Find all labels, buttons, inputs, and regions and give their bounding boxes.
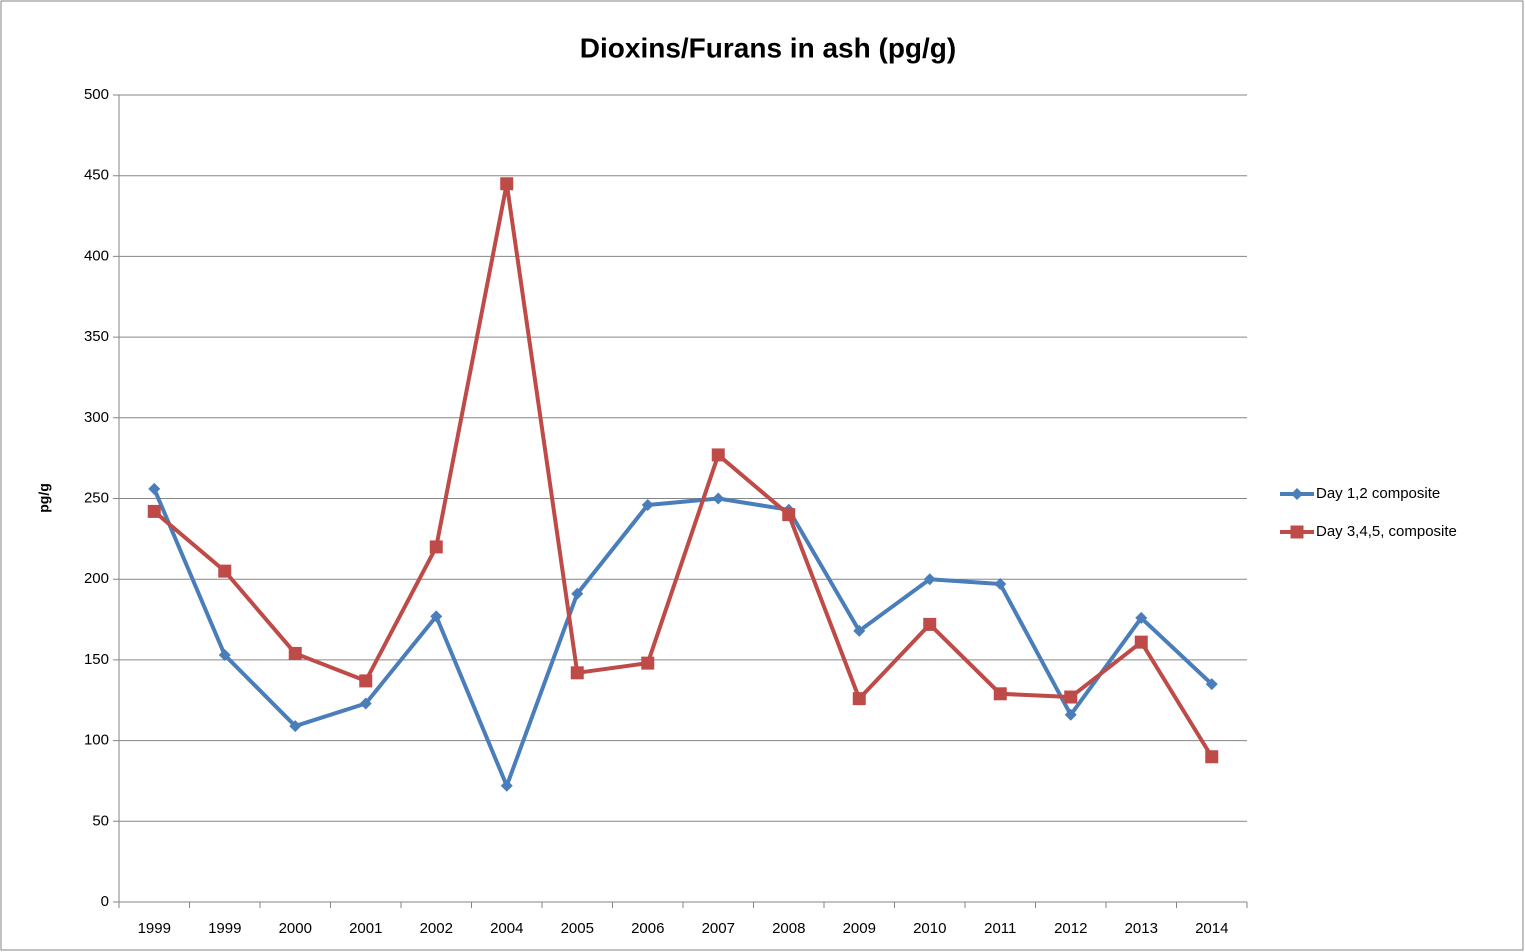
data-point bbox=[359, 674, 373, 688]
y-tick-label: 450 bbox=[84, 167, 109, 184]
x-tick-label: 2005 bbox=[561, 920, 594, 937]
data-point bbox=[1134, 635, 1148, 649]
data-point bbox=[641, 498, 654, 511]
x-tick-label: 2010 bbox=[913, 920, 946, 937]
x-tick-label: 1999 bbox=[138, 920, 171, 937]
chart-title: Dioxins/Furans in ash (pg/g) bbox=[580, 32, 956, 63]
data-point bbox=[993, 687, 1007, 701]
data-point bbox=[1205, 678, 1218, 691]
x-tick-label: 2000 bbox=[279, 920, 312, 937]
x-tick-label: 2013 bbox=[1125, 920, 1158, 937]
x-tick-label: 2007 bbox=[702, 920, 735, 937]
data-point bbox=[1135, 611, 1148, 624]
x-tick-label: 2014 bbox=[1195, 920, 1228, 937]
data-point bbox=[500, 177, 514, 191]
data-point bbox=[570, 666, 584, 680]
x-tick-label: 2012 bbox=[1054, 920, 1087, 937]
y-tick-label: 250 bbox=[84, 489, 109, 506]
x-tick-label: 2001 bbox=[349, 920, 382, 937]
legend-label: Day 1,2 composite bbox=[1316, 485, 1440, 502]
y-axis-label: pg/g bbox=[36, 483, 52, 513]
x-tick-label: 2011 bbox=[984, 920, 1016, 937]
y-tick-label: 100 bbox=[84, 732, 109, 749]
data-point bbox=[782, 508, 796, 522]
y-tick-label: 500 bbox=[84, 86, 109, 103]
data-point bbox=[923, 617, 937, 631]
x-tick-label: 2009 bbox=[843, 920, 876, 937]
data-point bbox=[288, 646, 302, 660]
data-point bbox=[430, 610, 443, 623]
data-point bbox=[148, 482, 161, 495]
data-point bbox=[712, 492, 725, 505]
data-point bbox=[571, 587, 584, 600]
data-point bbox=[289, 720, 302, 733]
data-point bbox=[500, 779, 513, 792]
data-point bbox=[1205, 750, 1219, 764]
legend-label: Day 3,4,5, composite bbox=[1316, 523, 1457, 540]
series-line bbox=[152, 181, 1214, 758]
data-point bbox=[853, 624, 866, 637]
data-point bbox=[994, 578, 1007, 591]
data-point bbox=[852, 692, 866, 706]
y-tick-label: 200 bbox=[84, 570, 109, 587]
x-tick-label: 1999 bbox=[208, 920, 241, 937]
data-point bbox=[711, 448, 725, 462]
data-point bbox=[923, 573, 936, 586]
data-point bbox=[218, 564, 232, 578]
data-point bbox=[641, 656, 655, 670]
data-point bbox=[147, 504, 161, 518]
data-point bbox=[218, 649, 231, 662]
y-tick-label: 0 bbox=[101, 893, 109, 910]
x-tick-label: 2006 bbox=[631, 920, 664, 937]
data-point bbox=[359, 697, 372, 710]
x-tick-label: 2004 bbox=[490, 920, 523, 937]
series-line bbox=[152, 488, 1214, 788]
y-tick-label: 50 bbox=[92, 812, 109, 829]
x-tick-label: 2008 bbox=[772, 920, 805, 937]
legend-marker bbox=[1290, 525, 1304, 539]
y-tick-label: 400 bbox=[84, 247, 109, 264]
y-tick-label: 300 bbox=[84, 409, 109, 426]
data-point bbox=[1064, 708, 1077, 721]
x-tick-label: 2002 bbox=[420, 920, 453, 937]
data-point bbox=[429, 540, 443, 554]
legend-marker bbox=[1291, 488, 1303, 500]
data-point bbox=[1064, 690, 1078, 704]
y-tick-label: 350 bbox=[84, 328, 109, 345]
y-tick-label: 150 bbox=[84, 651, 109, 668]
